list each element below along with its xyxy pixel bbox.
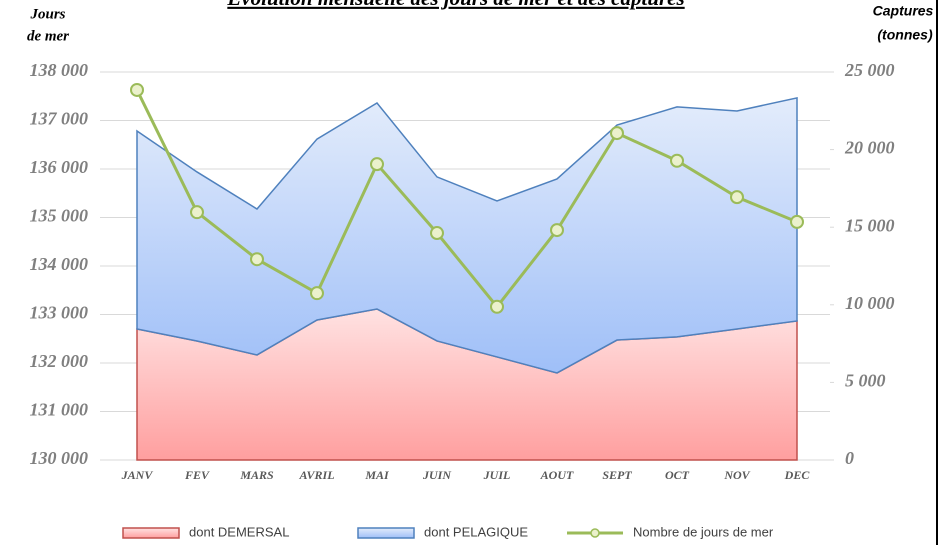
line-marker: [250, 252, 264, 267]
legend-swatch: [122, 527, 180, 539]
line-marker: [610, 126, 624, 141]
line-marker: [130, 82, 144, 97]
line-marker: [670, 153, 684, 168]
line-marker: [730, 190, 744, 205]
y-tick-label: 137 000: [30, 109, 89, 129]
legend-label: dont PELAGIQUE: [424, 524, 528, 539]
legend-swatch: [590, 528, 600, 538]
y2-tick-label: 15 000: [845, 215, 895, 235]
x-tick-label: JANV: [121, 468, 154, 482]
x-tick-label: MAI: [364, 468, 390, 482]
x-tick-label: DEC: [784, 468, 811, 482]
x-tick-label: OCT: [665, 468, 690, 482]
chart-title: Evolution mensuelle des jours de mer et …: [226, 0, 684, 10]
y2-axis-title: (tonnes): [877, 27, 933, 43]
x-tick-label: AOUT: [540, 468, 574, 482]
x-tick-label: FEV: [184, 468, 210, 482]
line-marker: [550, 223, 564, 238]
line: [135, 89, 798, 310]
y-tick-label: 130 000: [30, 448, 89, 468]
legend-label: dont DEMERSAL: [189, 524, 289, 539]
y-tick-label: 138 000: [30, 60, 89, 80]
x-tick-label: SEPT: [602, 468, 632, 482]
legend-swatch: [357, 527, 415, 539]
x-tick-label: JUIL: [483, 468, 511, 482]
legend-label: Nombre de jours de mer: [633, 524, 774, 539]
line-marker: [310, 286, 324, 301]
x-tick-label: AVRIL: [298, 468, 334, 482]
x-tick-label: JUIN: [422, 468, 452, 482]
y2-tick-label: 20 000: [844, 138, 895, 158]
y-tick-label: 132 000: [30, 351, 89, 371]
line-marker: [430, 226, 444, 241]
y-axis-title: de mer: [27, 28, 69, 44]
y-tick-label: 131 000: [30, 400, 89, 420]
y2-tick-label: 10 000: [845, 293, 895, 313]
y-axis-title: Jours: [29, 6, 65, 22]
y2-axis-title: Captures: [873, 3, 934, 19]
line-marker: [490, 299, 504, 314]
y2-tick-label: 0: [845, 448, 854, 468]
y-tick-label: 133 000: [30, 303, 89, 323]
y-tick-label: 134 000: [30, 254, 89, 274]
line-marker: [370, 157, 384, 172]
y2-tick-label: 25 000: [844, 60, 895, 80]
area: [136, 96, 798, 374]
x-tick-label: MARS: [239, 468, 274, 482]
x-tick-label: NOV: [723, 468, 750, 482]
y-tick-label: 136 000: [30, 157, 89, 177]
y-tick-label: 135 000: [30, 206, 89, 226]
line-marker: [190, 205, 204, 220]
line-marker: [790, 214, 804, 229]
y2-tick-label: 5 000: [845, 371, 886, 391]
